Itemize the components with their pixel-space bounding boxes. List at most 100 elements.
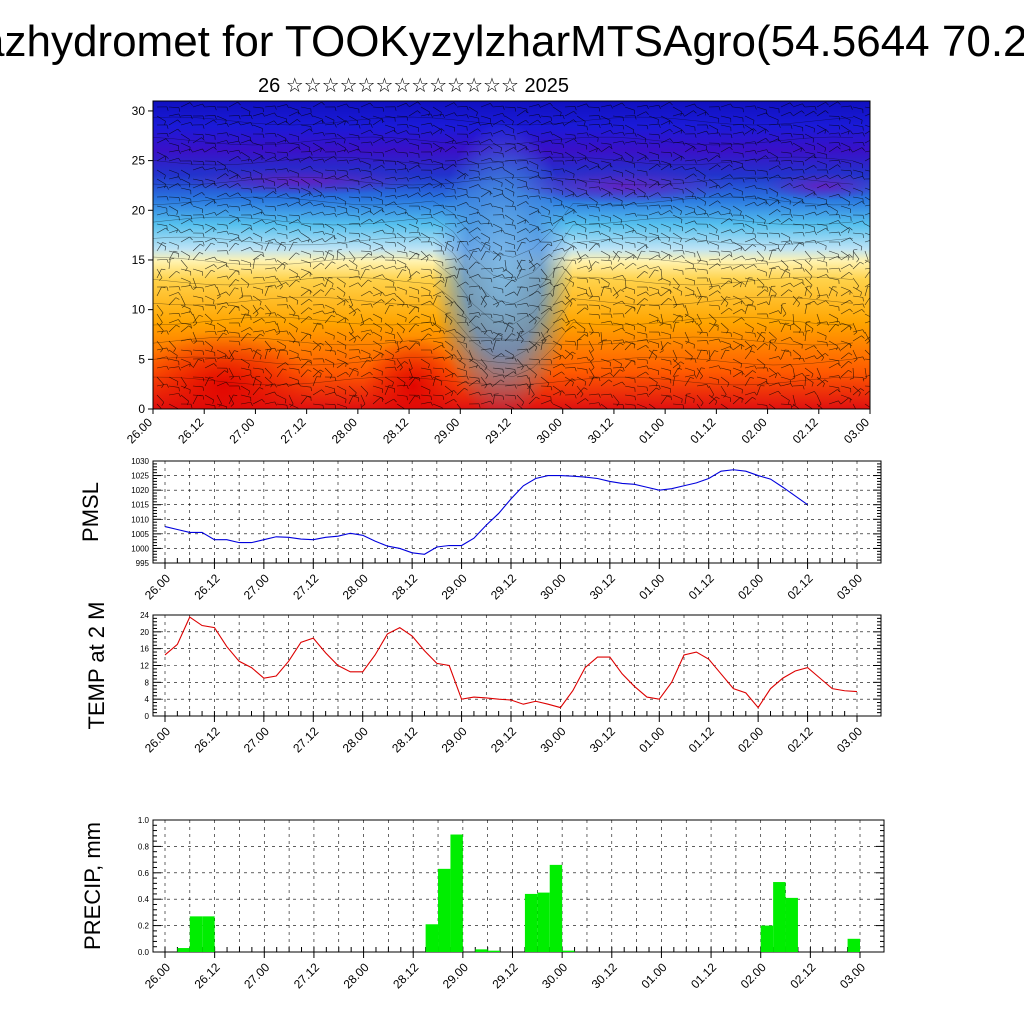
wind-barb-flag xyxy=(490,278,493,283)
wind-barb xyxy=(672,178,683,181)
wind-barb xyxy=(468,184,479,189)
wind-barb xyxy=(768,218,778,225)
wind-barb-flag xyxy=(173,250,178,253)
wind-barb xyxy=(660,138,671,144)
wind-barb xyxy=(744,365,755,369)
wind-barb xyxy=(672,223,683,228)
wind-barb xyxy=(372,219,383,225)
wind-barb-flag xyxy=(276,332,281,335)
wind-barb xyxy=(696,187,706,194)
wind-barb xyxy=(492,353,502,360)
wind-barb xyxy=(516,130,527,135)
wind-barb-flag xyxy=(728,307,733,311)
wind-barb xyxy=(216,394,222,404)
wind-barb-flag xyxy=(405,138,409,142)
wind-barb xyxy=(636,133,647,139)
wind-barb-flag xyxy=(392,255,394,260)
wind-barb-flag xyxy=(694,167,697,172)
wind-barb xyxy=(456,321,467,324)
wind-barb xyxy=(744,277,755,281)
wind-barb-flag xyxy=(598,314,601,319)
x-tick-label: 03.00 xyxy=(834,571,865,602)
wind-barb xyxy=(696,158,707,162)
wind-barb xyxy=(228,279,236,288)
wind-barb xyxy=(192,243,201,252)
wind-barb-flag xyxy=(524,219,527,224)
wind-barb-flag xyxy=(175,355,178,360)
wind-barb xyxy=(444,385,454,393)
wind-barb xyxy=(708,290,718,297)
wind-barb xyxy=(636,304,642,315)
wind-barb-flag xyxy=(238,260,240,265)
wind-barb-flag xyxy=(514,251,517,256)
wind-barb-flag xyxy=(238,150,241,154)
wind-barb xyxy=(408,306,416,315)
wind-barb-flag xyxy=(718,365,721,370)
wind-barb xyxy=(336,133,346,140)
wind-barb xyxy=(204,196,215,201)
wind-barb-flag xyxy=(718,305,720,310)
wind-barb xyxy=(204,403,215,406)
wind-barb xyxy=(864,130,870,135)
wind-barb-flag xyxy=(442,204,445,209)
wind-barb xyxy=(168,259,171,270)
wind-barb-flag xyxy=(610,393,613,398)
wind-barb-flag xyxy=(209,376,214,379)
wind-barb-flag xyxy=(450,302,453,307)
wind-barb xyxy=(828,389,838,396)
wind-barb xyxy=(564,351,573,360)
wind-barb xyxy=(300,192,311,198)
wind-barb-flag xyxy=(279,286,283,290)
wind-barb xyxy=(720,394,731,399)
section-field xyxy=(153,101,870,409)
wind-barb-flag xyxy=(286,330,289,335)
wind-barb xyxy=(156,205,167,209)
wind-barb-flag xyxy=(499,256,502,261)
wind-barb xyxy=(480,123,491,126)
wind-barb xyxy=(228,133,239,138)
wind-barb xyxy=(660,342,668,351)
wind-barb-flag xyxy=(432,323,436,326)
wind-barb-flag xyxy=(406,130,409,134)
wind-barb xyxy=(708,349,711,360)
wind-barb-flag xyxy=(250,122,253,127)
wind-barb xyxy=(408,304,419,309)
wind-barb xyxy=(672,112,683,117)
wind-barb xyxy=(504,349,514,356)
wind-barb xyxy=(552,340,562,347)
wind-barb-flag xyxy=(454,223,457,228)
wind-barb-flag xyxy=(499,332,503,335)
wind-barb-flag xyxy=(692,264,695,269)
wind-barb xyxy=(828,400,839,405)
wind-barb-flag xyxy=(586,304,589,309)
wind-barb-flag xyxy=(826,274,829,278)
wind-barb xyxy=(780,166,791,171)
wind-barb xyxy=(156,115,166,122)
wind-barb xyxy=(456,220,467,225)
wind-barb xyxy=(264,329,275,333)
wind-barb-flag xyxy=(188,183,191,188)
wind-barb-flag xyxy=(680,361,685,365)
precip-bar xyxy=(760,925,774,952)
wind-barb xyxy=(312,367,322,374)
wind-barb xyxy=(732,331,743,337)
wind-barb-flag xyxy=(645,291,649,296)
wind-barb xyxy=(252,349,262,356)
wind-barb xyxy=(528,385,531,396)
wind-barb xyxy=(168,142,179,146)
wind-barb xyxy=(816,376,825,384)
wind-barb-flag xyxy=(213,200,217,204)
wind-barb-flag xyxy=(513,291,517,296)
wind-barb xyxy=(324,223,334,230)
wind-barb xyxy=(540,400,551,405)
wind-barb-flag xyxy=(344,390,347,395)
wind-barb xyxy=(468,176,479,180)
wind-barb-flag xyxy=(790,323,795,326)
wind-barb-flag xyxy=(802,184,805,189)
wind-barb xyxy=(804,223,815,228)
wind-barb xyxy=(516,237,527,243)
wind-barb xyxy=(588,393,599,396)
x-tick-label: 01.12 xyxy=(686,571,717,602)
contour-line xyxy=(153,116,854,126)
wind-barb xyxy=(816,196,827,201)
